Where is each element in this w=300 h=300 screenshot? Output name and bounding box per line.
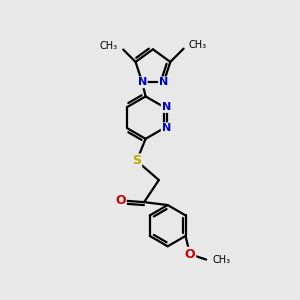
- Text: S: S: [132, 154, 141, 167]
- Text: CH₃: CH₃: [189, 40, 207, 50]
- Text: CH₃: CH₃: [100, 41, 118, 51]
- Text: O: O: [184, 248, 195, 261]
- Text: O: O: [115, 194, 126, 207]
- Text: N: N: [162, 102, 171, 112]
- Text: N: N: [138, 77, 147, 87]
- Text: CH₃: CH₃: [213, 254, 231, 265]
- Text: N: N: [159, 77, 168, 87]
- Text: N: N: [162, 123, 171, 133]
